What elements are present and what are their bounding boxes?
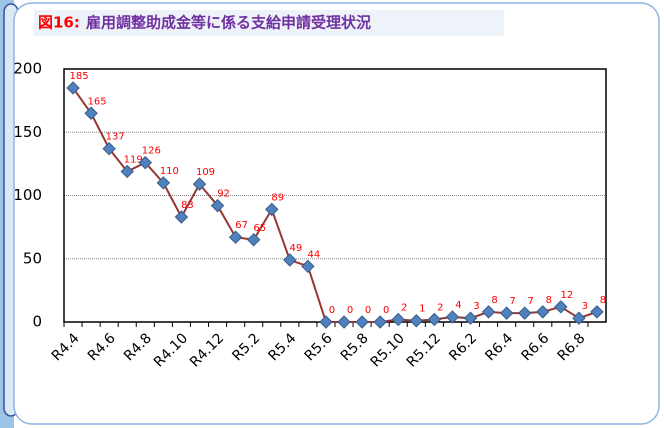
marker <box>554 300 568 314</box>
marker <box>337 315 351 329</box>
data-label: 92 <box>217 189 230 200</box>
marker <box>481 305 496 319</box>
data-label: 0 <box>347 305 353 316</box>
figure-label: 図16: <box>38 14 80 32</box>
marker <box>463 311 478 325</box>
data-label: 119 <box>124 154 143 165</box>
data-label: 67 <box>235 220 248 231</box>
marker <box>355 315 369 329</box>
marker <box>156 176 171 190</box>
data-label: 65 <box>253 223 266 234</box>
y-tick-label: 0 <box>32 313 42 331</box>
data-label: 89 <box>271 192 284 203</box>
y-tick-label: 50 <box>23 249 42 267</box>
marker <box>84 106 98 120</box>
data-label: 0 <box>365 305 371 316</box>
marker <box>590 305 604 319</box>
data-label: 110 <box>160 166 179 177</box>
data-label: 3 <box>473 301 479 312</box>
y-tick-label: 100 <box>13 186 42 204</box>
marker <box>192 177 207 191</box>
marker <box>409 314 424 328</box>
data-label: 0 <box>329 305 335 316</box>
marker <box>102 141 116 156</box>
data-label: 8 <box>491 295 497 306</box>
marker <box>319 315 333 329</box>
marker <box>373 315 387 329</box>
data-label: 137 <box>106 132 125 143</box>
y-tick-label: 150 <box>13 123 42 141</box>
marker <box>138 155 153 170</box>
marker <box>228 230 243 244</box>
data-label: 3 <box>582 301 588 312</box>
data-label: 4 <box>455 300 461 311</box>
frame <box>13 2 660 425</box>
data-label: 185 <box>69 71 88 82</box>
data-label: 0 <box>383 305 389 316</box>
data-label: 165 <box>88 96 107 107</box>
marker <box>445 310 460 324</box>
marker <box>517 306 532 320</box>
data-label: 8 <box>600 295 606 306</box>
data-label: 83 <box>181 200 194 211</box>
data-label: 7 <box>509 296 515 307</box>
marker <box>283 253 297 267</box>
marker <box>120 164 134 179</box>
data-label: 2 <box>401 302 407 313</box>
chart-title: 雇用調整助成金等に係る支給申請受理状況 <box>86 14 371 32</box>
marker <box>210 198 225 213</box>
data-label: 2 <box>437 302 443 313</box>
data-label: 126 <box>142 146 161 157</box>
marker <box>427 312 442 327</box>
marker <box>572 311 586 325</box>
marker <box>66 81 80 95</box>
title-bg <box>34 10 504 36</box>
data-label: 1 <box>419 304 425 315</box>
y-tick-label: 200 <box>13 60 42 78</box>
marker <box>246 233 261 247</box>
marker <box>499 306 514 320</box>
data-label: 8 <box>546 295 552 306</box>
marker <box>174 210 189 224</box>
data-label: 109 <box>196 167 215 178</box>
marker <box>391 312 405 327</box>
marker <box>265 202 279 217</box>
data-label: 12 <box>560 290 573 301</box>
data-label: 7 <box>528 296 534 307</box>
data-label: 44 <box>308 249 321 260</box>
marker <box>536 305 550 319</box>
data-label: 49 <box>289 243 302 254</box>
marker <box>301 259 315 274</box>
